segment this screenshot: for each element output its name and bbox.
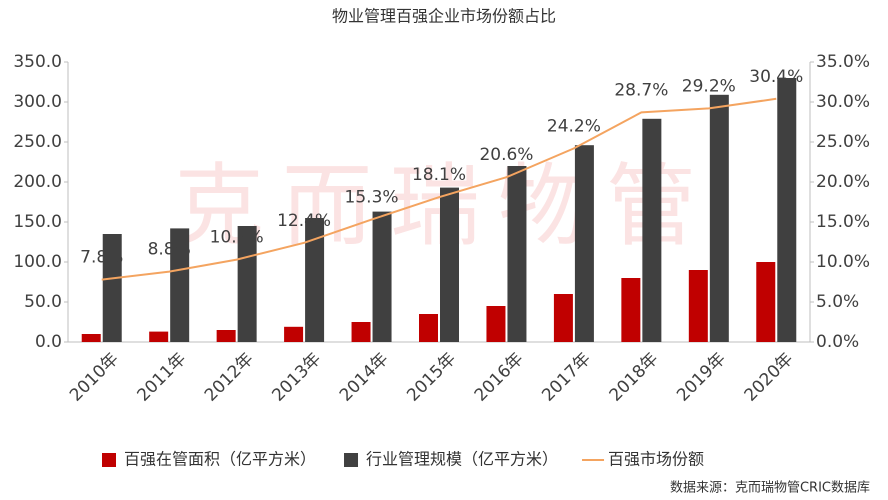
y-tick-label: 300.0 <box>13 92 62 112</box>
data-label: 30.4% <box>749 67 803 87</box>
x-tick-label: 2016年 <box>471 349 528 406</box>
y-tick-label: 100.0 <box>13 252 62 272</box>
source-note: 数据来源：克而瑞物管CRIC数据库 <box>670 480 870 496</box>
bar <box>553 294 573 342</box>
x-tick-label: 2020年 <box>741 349 798 406</box>
y-tick-label: 250.0 <box>13 132 62 152</box>
watermark: 克而瑞物管 <box>174 154 714 259</box>
y-tick-label: 350.0 <box>13 52 62 72</box>
bar <box>574 145 594 342</box>
y2-tick-label: 20.0% <box>816 172 870 192</box>
bar <box>621 278 641 342</box>
y-tick-label: 50.0 <box>24 292 62 312</box>
legend-swatch <box>344 453 359 467</box>
data-label: 28.7% <box>614 80 668 100</box>
y2-tick-label: 25.0% <box>816 132 870 152</box>
y2-tick-label: 5.0% <box>816 292 859 312</box>
bar <box>372 211 392 342</box>
data-label: 29.2% <box>682 76 736 96</box>
line <box>101 97 777 281</box>
data-label: 8.8% <box>148 240 191 260</box>
bar <box>419 314 438 342</box>
x-tick-label: 2012年 <box>201 349 258 406</box>
data-label: 24.2% <box>547 116 601 136</box>
bar <box>284 326 304 342</box>
x-tick-label: 2014年 <box>336 349 393 406</box>
x-tick-label: 2015年 <box>403 349 460 406</box>
data-label: 12.4% <box>277 211 331 231</box>
bar <box>440 187 459 342</box>
y-tick-label: 0.0 <box>35 332 62 352</box>
bar <box>102 234 122 342</box>
legend-swatch <box>102 453 116 467</box>
data-label: 20.6% <box>479 145 533 165</box>
x-tick-label: 2011年 <box>133 349 190 406</box>
bar <box>216 330 236 342</box>
y2-tick-label: 10.0% <box>816 252 870 272</box>
y2-tick-label: 0.0% <box>816 332 859 352</box>
y-tick-label: 150.0 <box>13 212 62 232</box>
y-tick-label: 200.0 <box>13 172 62 192</box>
legend-label: 百强市场份额 <box>608 450 704 469</box>
y2-tick-label: 15.0% <box>816 212 870 232</box>
data-label: 18.1% <box>412 165 466 185</box>
bar <box>709 94 729 342</box>
bar <box>642 118 662 342</box>
chart-title: 物业管理百强企业市场份额占比 <box>332 7 556 26</box>
legend-label: 百强在管面积（亿平方米） <box>124 450 316 469</box>
data-label: 15.3% <box>345 188 399 208</box>
y2-tick-label: 30.0% <box>816 92 870 112</box>
bar <box>777 78 797 342</box>
x-tick-label: 2010年 <box>66 349 123 406</box>
bar <box>486 306 506 342</box>
data-label: 7.8% <box>80 248 123 268</box>
bar <box>351 322 371 342</box>
y2-tick-label: 35.0% <box>816 52 870 72</box>
bar <box>170 228 190 342</box>
data-label: 10.3% <box>210 228 264 248</box>
bar <box>688 270 708 342</box>
bar <box>507 166 527 342</box>
x-tick-label: 2018年 <box>606 349 663 406</box>
bar <box>756 262 776 342</box>
bar <box>81 334 101 342</box>
x-tick-label: 2017年 <box>538 349 595 406</box>
x-tick-label: 2013年 <box>268 349 325 406</box>
legend-label: 行业管理规模（亿平方米） <box>366 450 558 469</box>
bar <box>149 331 169 342</box>
bar <box>305 218 325 342</box>
x-tick-label: 2019年 <box>673 349 730 406</box>
